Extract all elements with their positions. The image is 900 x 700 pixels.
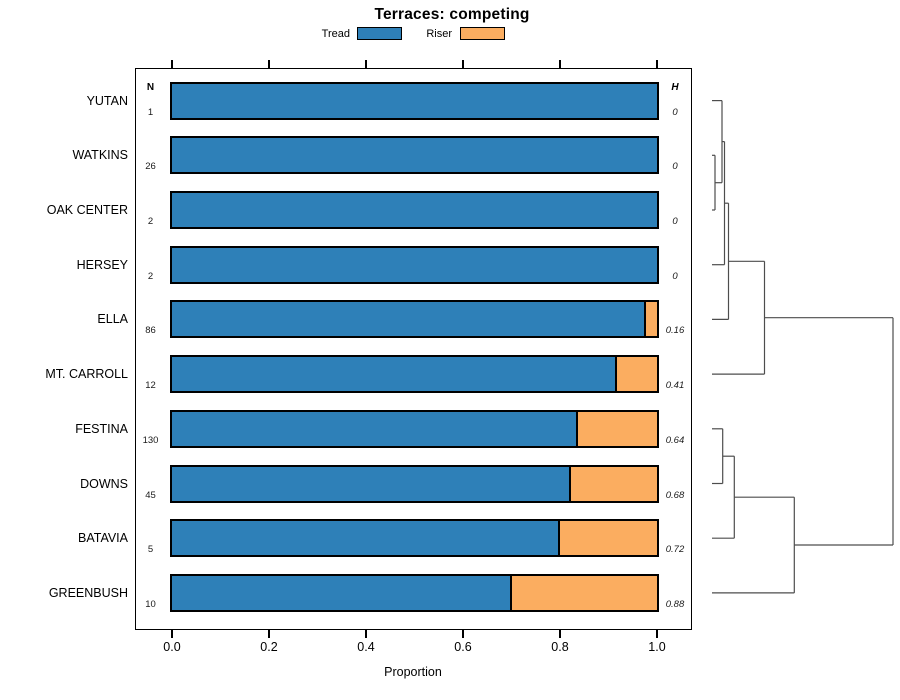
stacked-bar <box>170 191 659 229</box>
h-value: 0 <box>672 106 678 118</box>
tread-segment <box>172 466 571 501</box>
tread-segment <box>172 247 657 282</box>
legend-label-riser: Riser <box>426 28 452 40</box>
axis-tick-label: 0.2 <box>260 640 278 654</box>
row-label-watkins: WATKINS <box>72 148 128 163</box>
tread-segment <box>172 193 657 227</box>
stacked-bar <box>170 409 659 448</box>
axis-tick-label: 0.6 <box>454 640 472 654</box>
tread-segment <box>172 521 560 556</box>
stacked-bar <box>170 573 659 612</box>
h-value: 0.16 <box>665 325 685 337</box>
axis-tick <box>462 630 464 638</box>
axis-tick <box>559 630 561 638</box>
tread-segment <box>172 357 617 392</box>
row-label-batavia: BATAVIA <box>77 531 128 546</box>
axis-tick <box>171 630 173 638</box>
h-value: 0.64 <box>665 434 685 446</box>
row-label-yutan: YUTAN <box>86 93 128 108</box>
row-label-mt-carroll: MT. CARROLL <box>45 367 128 382</box>
row-label-hersey: HERSEY <box>76 257 128 272</box>
axis-tick-label: 0.8 <box>551 640 569 654</box>
column-header-n: N <box>146 82 155 93</box>
row-label-festina: FESTINA <box>75 421 128 436</box>
row-label-oak-center: OAK CENTER <box>46 203 128 217</box>
row-label-ella: ELLA <box>97 312 128 327</box>
stacked-bar <box>170 355 659 394</box>
row-label-downs: DOWNS <box>80 476 128 491</box>
legend-label-tread: Tread <box>321 28 350 40</box>
n-value: 10 <box>145 598 156 610</box>
plot-area <box>135 68 692 630</box>
axis-tick <box>656 630 658 638</box>
stacked-bar <box>170 519 659 558</box>
n-value: 12 <box>145 380 156 392</box>
n-value: 2 <box>147 216 154 227</box>
h-value: 0 <box>672 216 678 227</box>
tread-segment <box>172 575 512 610</box>
chart-title: Terraces: competing <box>374 6 530 23</box>
axis-tick <box>171 60 173 68</box>
axis-tick-label: 1.0 <box>648 640 666 654</box>
tread-segment <box>172 138 657 173</box>
axis-tick <box>268 630 270 638</box>
stacked-bar <box>170 245 659 284</box>
n-value: 86 <box>145 325 156 337</box>
column-header-h: H <box>671 82 679 93</box>
stacked-bar <box>170 464 659 503</box>
axis-tick <box>462 60 464 68</box>
n-value: 2 <box>147 270 154 282</box>
h-value: 0 <box>672 161 678 173</box>
n-value: 26 <box>145 161 156 173</box>
n-value: 1 <box>147 106 154 118</box>
stacked-bar <box>170 136 659 175</box>
axis-tick-label: 0.4 <box>357 640 375 654</box>
stacked-bar <box>170 300 659 339</box>
axis-tick <box>268 60 270 68</box>
n-value: 130 <box>142 434 159 446</box>
row-label-greenbush: GREENBUSH <box>48 585 128 600</box>
legend-swatch-riser <box>460 27 505 40</box>
tread-segment <box>172 83 657 118</box>
axis-tick <box>365 60 367 68</box>
h-value: 0.41 <box>665 380 685 392</box>
axis-tick <box>559 60 561 68</box>
n-value: 45 <box>145 489 156 501</box>
axis-tick <box>656 60 658 68</box>
n-value: 5 <box>147 544 154 556</box>
tread-segment <box>172 411 579 446</box>
h-value: 0.72 <box>665 544 685 556</box>
x-axis-label: Proportion <box>384 665 442 679</box>
axis-tick <box>365 630 367 638</box>
axis-tick-label: 0.0 <box>163 640 181 654</box>
legend-swatch-tread <box>357 27 402 40</box>
stacked-bar <box>170 81 659 120</box>
h-value: 0.88 <box>665 598 685 610</box>
h-value: 0 <box>672 270 678 282</box>
tread-segment <box>172 302 646 337</box>
h-value: 0.68 <box>665 489 685 501</box>
